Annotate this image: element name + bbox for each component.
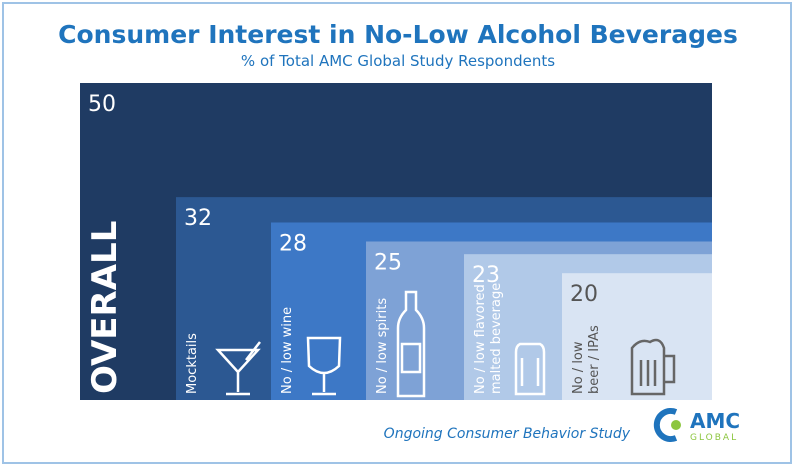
category-label: malted beverage [489, 283, 504, 394]
plot: 50 OVERALL 32 Mocktails 28 No / low wine 25 No … [80, 83, 712, 400]
value-label: 28 [279, 231, 307, 256]
value-label: 32 [184, 206, 212, 231]
logo-name: AMC [690, 409, 740, 433]
chart-subtitle: % of Total AMC Global Study Respondents [241, 52, 555, 70]
footer: Ongoing Consumer Behavior Study [384, 426, 631, 442]
chart-title: Consumer Interest in No-Low Alcohol Beve… [58, 20, 738, 49]
logo-sub: GLOBAL [690, 433, 738, 443]
bar [562, 273, 712, 400]
category-label: beer / IPAs [587, 325, 602, 394]
cocktail-icon [215, 341, 261, 396]
value-label: 20 [570, 282, 598, 307]
wine-icon [306, 336, 342, 396]
category-label: No / low spirits [375, 298, 390, 394]
category-label: No / low flavored [473, 284, 488, 394]
icons [215, 290, 546, 398]
category-label: Mocktails [185, 333, 200, 394]
can-icon [514, 342, 546, 396]
bottle-icon [396, 290, 426, 398]
value-label: 25 [374, 251, 402, 276]
category-label: OVERALL [85, 221, 125, 394]
value-label: 50 [88, 92, 116, 117]
category-label: No / low wine [280, 307, 295, 394]
logo-dot [671, 420, 681, 430]
mug [630, 338, 676, 396]
category-label: No / low [571, 341, 586, 394]
value-label: 23 [472, 263, 500, 288]
logo-mark [653, 408, 678, 442]
beer-icon [630, 338, 676, 396]
